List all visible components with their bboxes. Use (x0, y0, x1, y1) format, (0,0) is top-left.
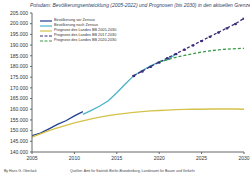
svg-text:200.000: 200.000 (10, 20, 28, 26)
svg-text:205.000: 205.000 (10, 10, 28, 16)
svg-text:165.000: 165.000 (10, 95, 28, 101)
svg-text:150.000: 150.000 (10, 127, 28, 133)
svg-text:170.000: 170.000 (10, 85, 28, 91)
svg-text:2025: 2025 (196, 155, 207, 161)
svg-text:2010: 2010 (69, 155, 80, 161)
svg-text:180.000: 180.000 (10, 63, 28, 69)
svg-text:2020: 2020 (154, 155, 165, 161)
html-text:Quellen: Amt für Statistik Ber: Quellen: Amt für Statistik Berlin-Brande… (70, 169, 195, 173)
svg-text:2005: 2005 (26, 155, 37, 161)
svg-text:190.000: 190.000 (10, 42, 28, 48)
svg-text:140.000: 140.000 (10, 149, 28, 155)
svg-text:160.000: 160.000 (10, 106, 28, 112)
html-text:Bevölkerung vor Zensus: Bevölkerung vor Zensus (54, 18, 95, 22)
svg-text:155.000: 155.000 (10, 117, 28, 123)
svg-text:185.000: 185.000 (10, 53, 28, 59)
html-text:Prognose des Landes BB 2020-20: Prognose des Landes BB 2020-2030 (54, 38, 117, 42)
html-text:Prognose des Landes BB 2005-20: Prognose des Landes BB 2005-2030 (54, 28, 117, 32)
html-text:Bevölkerung nach Zensus: Bevölkerung nach Zensus (54, 23, 98, 27)
svg-text:145.000: 145.000 (10, 138, 28, 144)
svg-text:2030: 2030 (238, 155, 242, 161)
svg-text:2015: 2015 (111, 155, 122, 161)
svg-text:175.000: 175.000 (10, 74, 28, 80)
html-text:By Hans G. Oberlack: By Hans G. Oberlack (4, 169, 37, 173)
html-text:Prognose des Landes BB 2017-20: Prognose des Landes BB 2017-2030 (54, 33, 117, 37)
svg-text:195.000: 195.000 (10, 31, 28, 37)
